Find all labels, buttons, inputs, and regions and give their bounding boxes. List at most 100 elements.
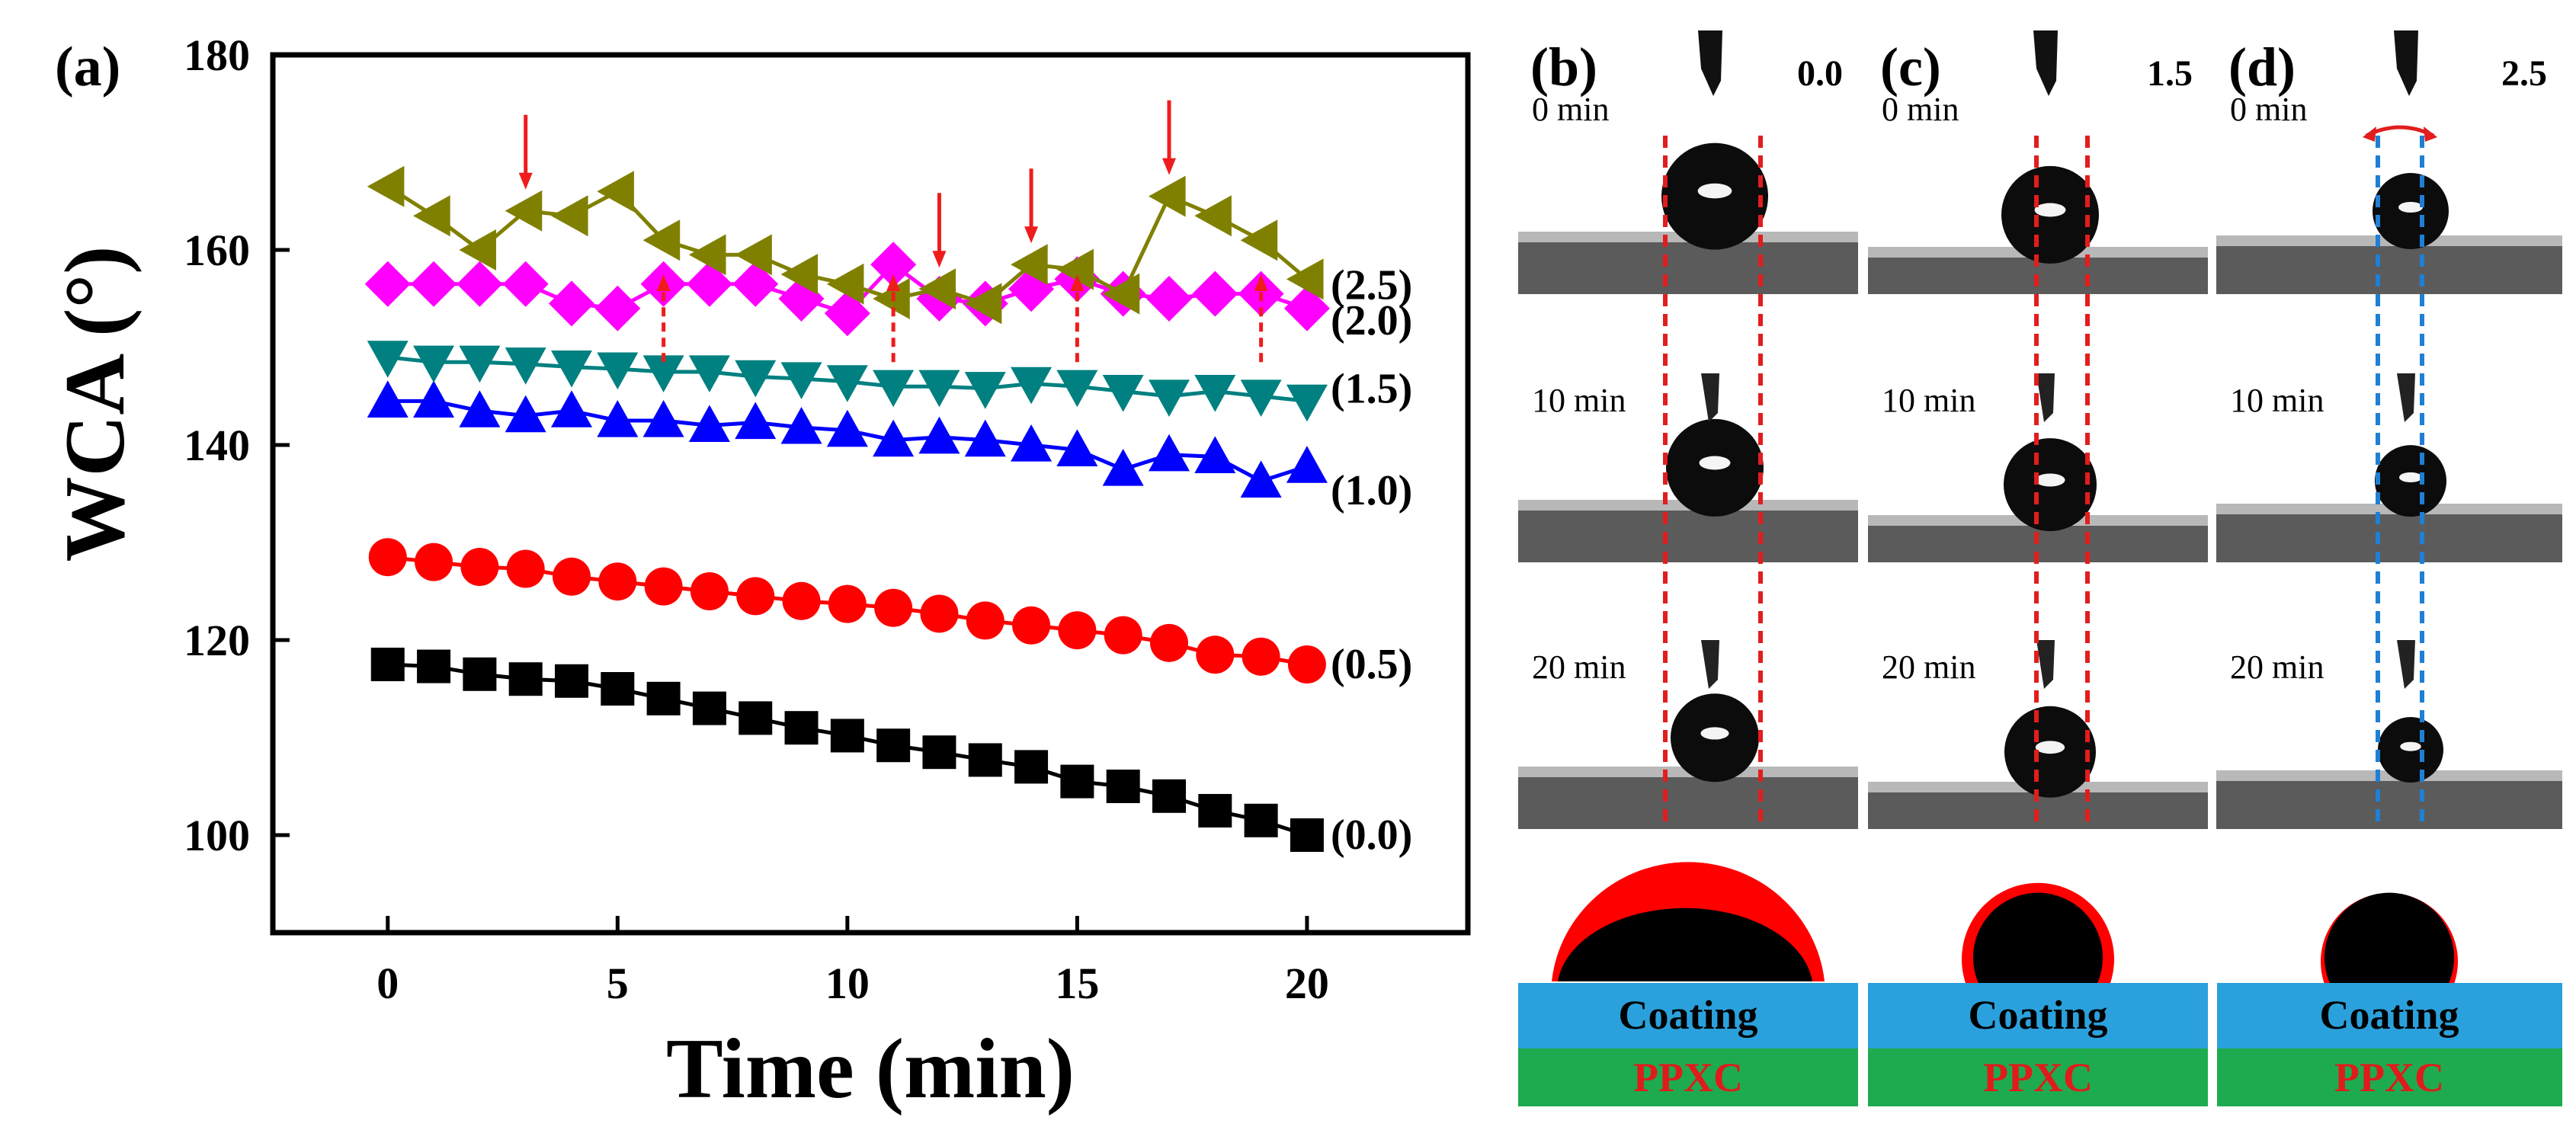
data-point xyxy=(457,261,503,307)
column-separator xyxy=(1864,983,1868,1106)
data-point xyxy=(964,283,1002,325)
panel-value: 0.0 xyxy=(1797,53,1843,94)
data-point xyxy=(1056,248,1094,290)
ppxc-label: PPXC xyxy=(2334,1055,2444,1100)
data-point xyxy=(506,549,545,588)
data-point xyxy=(1286,384,1328,422)
data-point xyxy=(505,347,546,385)
needle-icon xyxy=(2036,373,2055,422)
coating-layer xyxy=(2216,983,2562,1048)
data-point xyxy=(735,234,772,276)
data-point xyxy=(1014,750,1049,784)
data-point xyxy=(642,400,684,437)
series-0.5: (0.5) xyxy=(368,538,1412,688)
data-point xyxy=(553,557,591,596)
data-point xyxy=(1290,818,1324,852)
data-point xyxy=(873,370,915,408)
data-point xyxy=(646,681,681,715)
up-arrow-head xyxy=(1254,274,1268,291)
needle-icon xyxy=(2036,640,2055,689)
data-point xyxy=(551,195,588,237)
series-0.0: (0.0) xyxy=(370,648,1412,859)
series-label: (2.5) xyxy=(1331,261,1412,309)
data-point xyxy=(735,360,777,398)
data-point xyxy=(732,261,779,307)
data-point xyxy=(1149,175,1186,217)
droplet-schematic xyxy=(2324,892,2454,983)
time-label: 20 min xyxy=(1532,648,1626,686)
data-point xyxy=(688,355,730,392)
data-point xyxy=(642,355,684,392)
up-arrow-head xyxy=(656,274,671,291)
data-point xyxy=(1286,258,1324,300)
data-point xyxy=(1056,429,1098,466)
data-point xyxy=(1012,606,1051,645)
data-point xyxy=(1152,779,1186,813)
ppxc-layer xyxy=(1518,1048,1858,1106)
substrate-edge xyxy=(2216,770,2562,781)
coating-label: Coating xyxy=(1968,992,2107,1038)
ppxc-label: PPXC xyxy=(1983,1055,2093,1100)
data-point xyxy=(502,261,549,307)
series-label: (1.5) xyxy=(1331,365,1412,412)
data-point xyxy=(784,711,819,745)
data-point xyxy=(594,285,641,331)
substrate xyxy=(2216,773,2562,829)
series-label: (0.5) xyxy=(1331,641,1412,688)
data-point xyxy=(370,648,405,681)
droplet-highlight xyxy=(1699,456,1731,470)
data-point xyxy=(1102,375,1144,412)
data-point xyxy=(598,562,637,601)
ppxc-layer xyxy=(1868,1048,2208,1106)
data-point xyxy=(1060,764,1094,799)
panel-label-a: (a) xyxy=(55,36,120,98)
droplet-schematic xyxy=(1973,892,2103,983)
data-point xyxy=(780,406,822,444)
data-point xyxy=(874,588,913,627)
needle-icon xyxy=(2397,373,2415,422)
width-indicator-head xyxy=(2363,126,2376,142)
substrate xyxy=(1518,503,1858,562)
data-point xyxy=(367,165,405,207)
data-point xyxy=(555,664,588,698)
data-point xyxy=(1149,379,1190,417)
data-point xyxy=(551,390,592,427)
time-label: 0 min xyxy=(1532,91,1609,128)
x-tick-label: 0 xyxy=(376,959,399,1008)
y-axis-title: WCA (°) xyxy=(48,246,143,562)
data-point xyxy=(597,352,639,390)
down-arrow-head xyxy=(1162,158,1176,175)
panel-value: 1.5 xyxy=(2147,53,2193,94)
data-point xyxy=(692,691,726,725)
data-point xyxy=(460,548,499,586)
data-point xyxy=(1194,195,1232,237)
y-tick-label: 140 xyxy=(184,421,250,470)
substrate xyxy=(2216,507,2562,562)
data-point xyxy=(873,278,910,319)
data-point xyxy=(459,390,501,427)
data-point xyxy=(1244,803,1278,837)
coating-layer xyxy=(1518,983,1858,1048)
series-1.5: (1.5) xyxy=(367,341,1412,422)
data-point xyxy=(417,649,451,683)
panel-value: 2.5 xyxy=(2501,53,2547,94)
time-label: 10 min xyxy=(1532,382,1626,419)
data-point xyxy=(508,662,543,696)
droplet-highlight xyxy=(2035,741,2065,754)
series-label: (1.0) xyxy=(1331,467,1412,514)
data-point xyxy=(1011,367,1053,405)
series-2.5: (2.5) xyxy=(367,165,1412,325)
data-point xyxy=(966,601,1004,640)
panel-label: (b) xyxy=(1530,37,1597,98)
data-point xyxy=(411,261,457,307)
needle-icon xyxy=(1698,30,1722,96)
data-point xyxy=(1011,244,1048,286)
panel-label: (c) xyxy=(1880,37,1941,98)
data-point xyxy=(782,581,821,620)
needle-icon xyxy=(1701,640,1719,689)
data-point xyxy=(968,743,1002,777)
data-point xyxy=(918,268,956,310)
data-point xyxy=(1240,460,1282,498)
data-point xyxy=(597,171,634,213)
